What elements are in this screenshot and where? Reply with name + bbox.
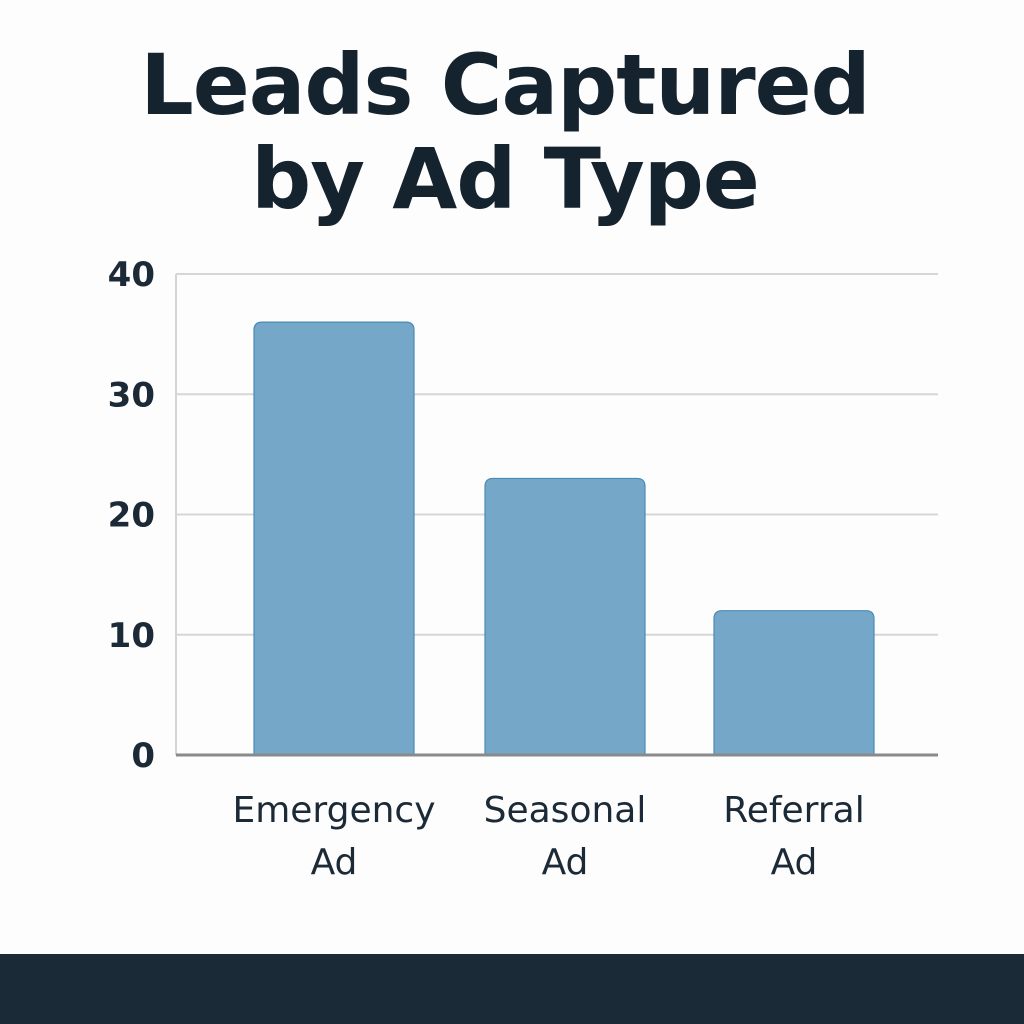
y-tick-label: 10: [108, 616, 155, 656]
chart-title-line-2: by Ad Type: [251, 130, 760, 228]
x-category-label: Ad: [771, 842, 818, 883]
y-tick-label: 40: [108, 255, 155, 295]
footer-bar: [0, 954, 1024, 1024]
bar: [484, 477, 646, 756]
x-category-label: Emergency: [232, 790, 435, 831]
bar: [713, 610, 875, 756]
x-category-label: Ad: [311, 842, 358, 883]
bar: [253, 321, 415, 756]
x-category-label: Seasonal: [484, 790, 647, 831]
x-category-label: Ad: [542, 842, 589, 883]
y-tick-label: 30: [108, 375, 155, 415]
chart-title-line-1: Leads Captured: [140, 36, 871, 134]
chart-title: Leads Captured by Ad Type: [0, 38, 1010, 226]
y-tick-label: 20: [108, 496, 155, 536]
x-category-label: Referral: [723, 790, 864, 831]
y-tick-label: 0: [131, 736, 155, 776]
bar-chart: 0 10 20 30 40 Emergency Ad Seasonal Ad Referral Ad: [108, 255, 938, 883]
